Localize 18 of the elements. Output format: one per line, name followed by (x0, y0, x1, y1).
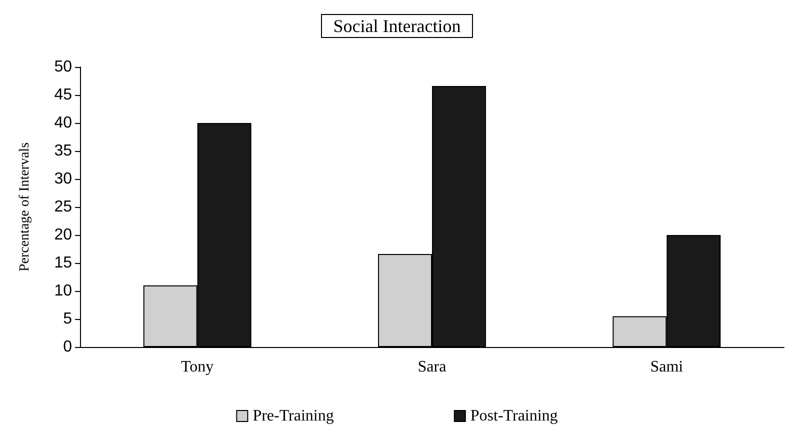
y-tick-label: 50 (54, 58, 72, 76)
legend-label: Post-Training (470, 408, 558, 424)
y-tick-label: 25 (54, 198, 72, 216)
y-tick-label: 0 (63, 338, 72, 356)
y-tick-label: 10 (54, 282, 72, 300)
legend-label: Pre-Training (252, 408, 334, 424)
x-tick-label: Sami (650, 358, 684, 376)
y-tick-label: 35 (54, 142, 72, 160)
y-tick-label: 15 (54, 254, 72, 272)
y-tick-label: 5 (63, 310, 72, 328)
y-tick-label: 40 (54, 114, 72, 132)
y-axis-title: Percentage of Intervals (18, 142, 32, 272)
y-tick-label: 45 (54, 86, 72, 104)
y-tick-label: 20 (54, 226, 72, 244)
x-tick-label: Sara (418, 358, 446, 376)
x-tick-label: Tony (181, 358, 214, 376)
chart-title: Social Interaction (333, 16, 461, 36)
y-tick-label: 30 (54, 170, 72, 188)
